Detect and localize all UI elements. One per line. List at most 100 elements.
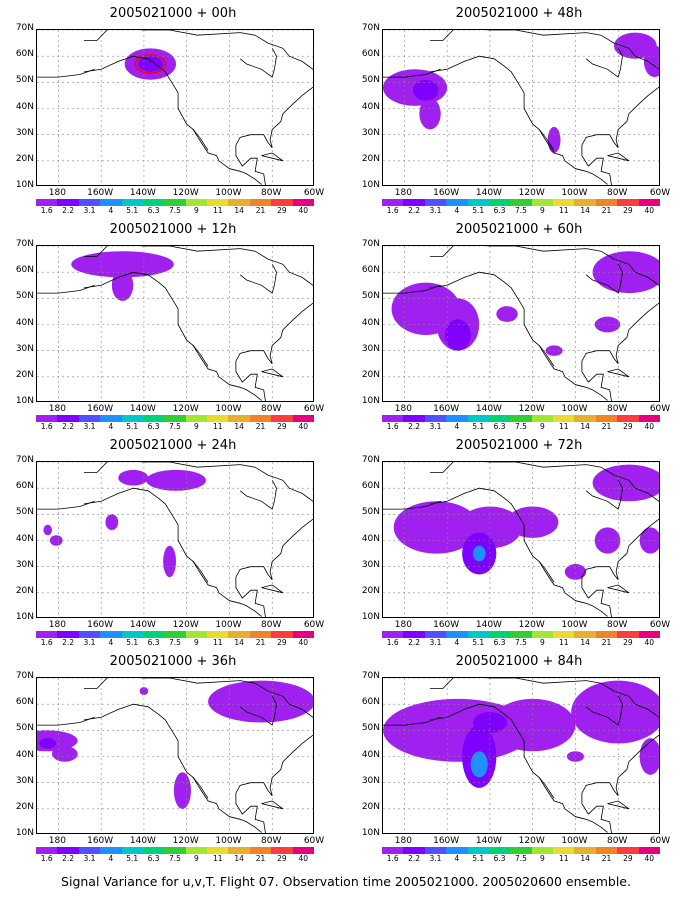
colorbar-swatch	[36, 415, 58, 422]
y-tick-label: 30N	[15, 343, 34, 354]
coastline	[83, 55, 262, 185]
colorbar-swatch	[574, 847, 597, 854]
colorbar-swatch	[121, 199, 144, 206]
y-tick-label: 10N	[15, 612, 34, 622]
variance-blob	[105, 514, 119, 531]
colorbar-swatch	[595, 415, 618, 422]
colorbar-swatch	[78, 847, 101, 854]
x-tick-label: 160W	[87, 404, 114, 414]
coastline	[83, 487, 262, 617]
colorbar-swatch	[292, 415, 315, 422]
y-tick-label: 10N	[15, 828, 34, 838]
y-tick-label: 20N	[361, 369, 380, 380]
colorbar-swatch	[292, 199, 315, 206]
coastline	[239, 264, 277, 294]
colorbar-label: 6.3	[147, 638, 160, 647]
map-plot-area	[36, 677, 314, 834]
colorbar-swatch	[207, 415, 229, 422]
colorbar-label: 14	[234, 206, 244, 215]
colorbar-label: 5.1	[126, 422, 139, 431]
colorbar-swatch	[488, 199, 511, 206]
colorbar-label: 7.5	[169, 638, 181, 647]
colorbar-label: 1.6	[40, 854, 53, 863]
colorbar-label: 2.2	[408, 854, 421, 863]
x-tick-label: 120W	[518, 404, 545, 414]
colorbar-label: 2.2	[408, 206, 421, 215]
colorbar-swatch	[57, 631, 80, 638]
colorbar-label: 29	[623, 206, 633, 215]
x-tick-label: 100W	[561, 188, 588, 198]
panel-title: 2005021000 + 72h	[455, 438, 583, 453]
colorbar-label: 9	[193, 854, 199, 863]
colorbar-swatch	[403, 631, 426, 638]
panel-title: 2005021000 + 00h	[109, 6, 237, 21]
x-tick-label: 120W	[518, 836, 545, 846]
colorbar-swatch	[185, 415, 208, 422]
panel-title: 2005021000 + 60h	[455, 222, 583, 237]
y-tick-label: 30N	[361, 127, 380, 138]
panel-title: 2005021000 + 48h	[455, 6, 583, 21]
colorbar-label: 5.1	[126, 854, 139, 863]
colorbar-swatch	[531, 199, 554, 206]
coastline	[383, 500, 441, 510]
colorbar-swatch	[121, 847, 144, 854]
variance-blob	[163, 545, 176, 578]
y-tick-label: 50N	[15, 75, 34, 86]
colorbar-swatch	[185, 199, 208, 206]
x-tick-label: 160W	[433, 836, 460, 846]
map-svg	[37, 246, 313, 401]
x-tick-label: 180	[394, 836, 412, 846]
map-svg	[383, 462, 659, 617]
colorbar-swatch	[403, 199, 426, 206]
y-tick-label: 20N	[15, 369, 34, 380]
colorbar-label: 40	[644, 854, 655, 863]
forecast-panel: 2005021000 + 24h 10N 20N 30N 40N 50N 60N 70N 180…	[0, 432, 346, 648]
colorbar-swatch	[57, 847, 80, 854]
variance-blob	[472, 712, 508, 733]
y-tick-label: 20N	[15, 801, 34, 812]
colorbar-label: 4	[108, 422, 114, 431]
y-tick-label: 40N	[15, 533, 34, 544]
colorbar-label: 21	[255, 422, 266, 431]
x-tick-label: 140W	[129, 404, 156, 414]
colorbar-label: 4	[454, 638, 460, 647]
variance-blob	[139, 687, 149, 696]
panel-title: 2005021000 + 24h	[109, 438, 237, 453]
colorbar-label: 6.3	[147, 206, 160, 215]
coastline	[383, 68, 441, 78]
x-tick-label: 160W	[87, 188, 114, 198]
colorbar-label: 21	[601, 206, 612, 215]
coastline	[429, 703, 608, 833]
colorbar-label: 1.6	[40, 638, 53, 647]
colorbar-swatch	[185, 847, 208, 854]
y-tick-label: 60N	[15, 481, 34, 492]
colorbar-swatch	[121, 631, 144, 638]
colorbar-label: 9	[193, 422, 199, 431]
colorbar-label: 2.2	[62, 206, 75, 215]
colorbar-swatch	[271, 199, 294, 206]
x-tick-label: 180	[48, 836, 66, 846]
colorbar-label: 7.5	[515, 206, 527, 215]
y-tick-label: 20N	[361, 153, 380, 164]
colorbar-swatch	[403, 415, 426, 422]
colorbar-swatch	[292, 847, 315, 854]
variance-blob	[489, 698, 576, 752]
y-tick-label: 70N	[15, 23, 34, 33]
x-tick-label: 140W	[129, 188, 156, 198]
colorbar-swatch	[617, 847, 640, 854]
variance-blob	[566, 751, 585, 762]
y-tick-label: 70N	[361, 671, 380, 681]
y-tick-label: 50N	[15, 291, 34, 302]
y-tick-label: 40N	[361, 749, 380, 760]
colorbar-swatch	[553, 199, 575, 206]
colorbar-swatch	[382, 847, 404, 854]
coastline	[429, 271, 608, 401]
colorbar-swatch	[207, 199, 229, 206]
y-tick-label: 10N	[361, 828, 380, 838]
x-tick-label: 140W	[475, 620, 502, 630]
colorbar-label: 29	[277, 206, 287, 215]
colorbar-swatch	[553, 847, 575, 854]
colorbar-swatch	[78, 415, 101, 422]
panel-title: 2005021000 + 36h	[109, 654, 237, 669]
y-tick-label: 10N	[361, 612, 380, 622]
